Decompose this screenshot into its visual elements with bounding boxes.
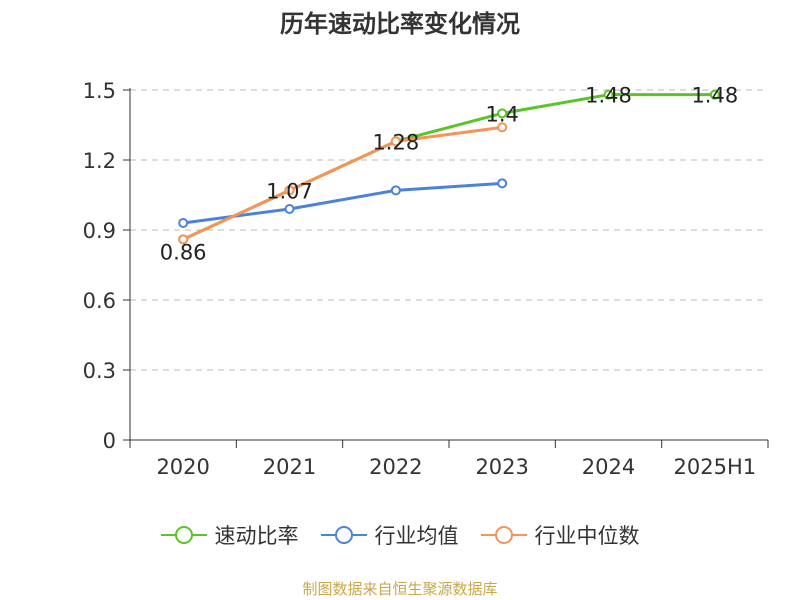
- data-point: [603, 89, 614, 100]
- legend: 速动比率 行业均值 行业中位数: [0, 520, 800, 550]
- data-point: [497, 122, 508, 133]
- legend-label-industry-median: 行业中位数: [534, 524, 640, 548]
- data-point: [497, 178, 508, 189]
- series-line-0: [182, 93, 715, 241]
- x-tick-label: 2025H1: [674, 455, 757, 479]
- y-tick-label: 1.2: [83, 149, 116, 173]
- data-label: 1.48: [585, 84, 632, 108]
- legend-label-speed-ratio: 速动比率: [214, 524, 299, 548]
- x-tick-label: 2020: [156, 455, 209, 479]
- legend-item-speed-ratio[interactable]: 速动比率: [160, 520, 299, 550]
- x-tick-label: 2022: [369, 455, 422, 479]
- data-point: [178, 234, 189, 245]
- data-point: [284, 204, 295, 214]
- data-label: 1.28: [372, 130, 419, 154]
- y-tick-label: 0.9: [83, 219, 116, 243]
- axes: 0 0.3 0.6 0.9 1.2 1.5 2020 2021 2022 2023 2024 2025…: [83, 79, 769, 479]
- data-label: 0.86: [160, 240, 207, 264]
- data-point: [390, 136, 401, 147]
- series-line-2: [182, 125, 503, 241]
- y-tick-label: 0.3: [83, 359, 116, 383]
- x-tick-label: 2021: [263, 455, 316, 479]
- data-label: 1.07: [266, 179, 313, 203]
- y-tick-label: 1.5: [83, 79, 116, 103]
- data-point: [709, 89, 720, 100]
- data-label: 1.48: [691, 84, 738, 108]
- legend-swatch-industry-avg: [320, 526, 367, 544]
- y-tick-label: 0.6: [83, 289, 116, 313]
- data-point: [178, 218, 189, 228]
- data-point: [390, 185, 401, 196]
- chart-title: 历年速动比率变化情况: [280, 10, 520, 38]
- data-label: 1.4: [485, 102, 518, 126]
- data-labels: 0.86 1.07 1.28 1.4 1.48 1.48: [160, 84, 738, 265]
- legend-swatch-industry-median: [480, 526, 527, 544]
- data-point: [497, 108, 508, 119]
- x-tick-label: 2023: [475, 455, 528, 479]
- legend-item-industry-median[interactable]: 行业中位数: [480, 520, 640, 550]
- series-lines: [178, 89, 720, 245]
- legend-label-industry-avg: 行业均值: [374, 524, 459, 548]
- legend-item-industry-avg[interactable]: 行业均值: [320, 520, 459, 550]
- gridlines: [130, 89, 768, 371]
- legend-swatch-speed-ratio: [160, 526, 207, 544]
- x-tick-label: 2024: [582, 455, 635, 479]
- data-point: [284, 185, 295, 196]
- y-tick-label: 0: [103, 429, 116, 453]
- source-note: 制图数据来自恒生聚源数据库: [302, 580, 498, 598]
